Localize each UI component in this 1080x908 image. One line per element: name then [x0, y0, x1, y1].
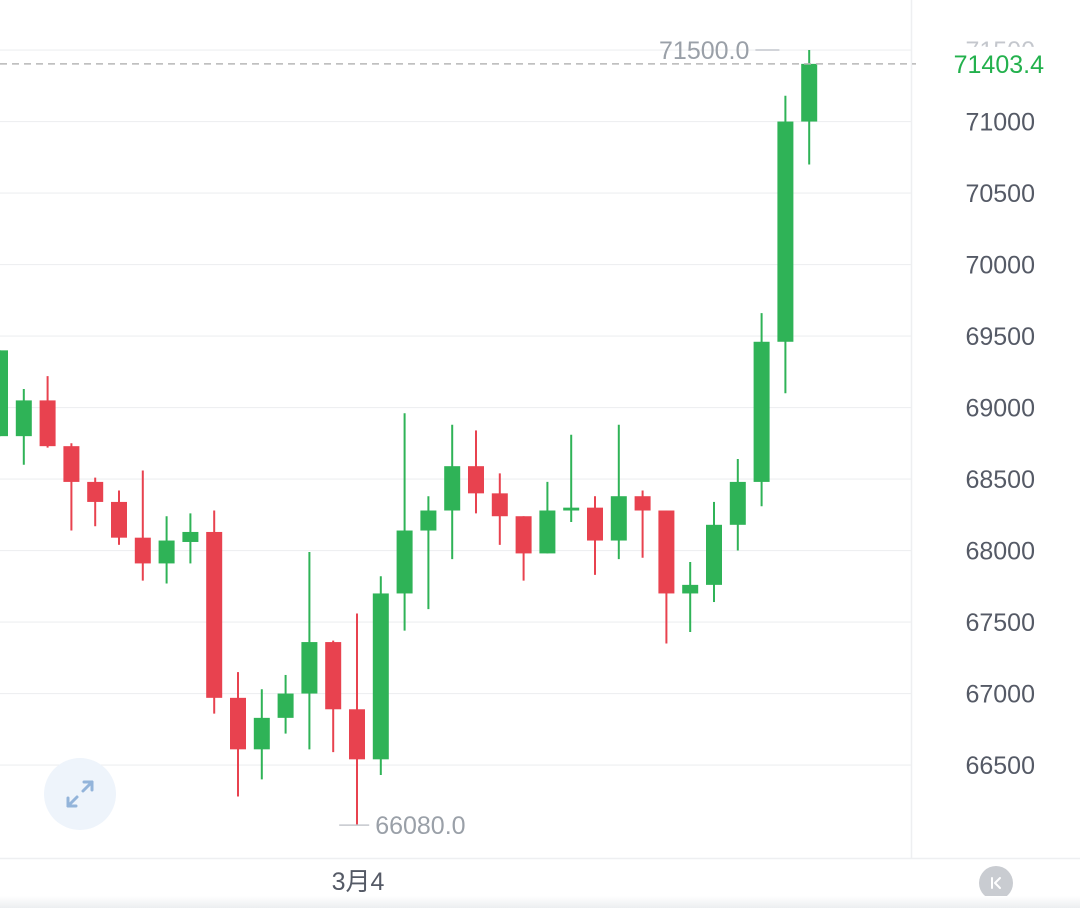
candle[interactable] [706, 501, 722, 603]
candle[interactable] [682, 561, 699, 633]
candle[interactable] [801, 50, 818, 165]
expand-icon [66, 780, 94, 808]
y-tick-label: 70000 [965, 252, 1035, 280]
y-tick-label: 69000 [965, 395, 1035, 423]
y-tick-label: 67500 [965, 609, 1035, 637]
high-marker: 71500.0 [659, 37, 780, 65]
candle[interactable] [39, 376, 56, 448]
y-tick-label: 68500 [965, 466, 1035, 494]
candle-body [634, 496, 651, 511]
last-price-label: 71403.4 [954, 51, 1044, 79]
candle-body [277, 693, 294, 718]
candle-body [325, 642, 342, 710]
candle-body [158, 540, 175, 564]
candle-body [777, 121, 794, 342]
candle[interactable] [729, 459, 746, 551]
bottom-edge [0, 896, 1080, 908]
candle[interactable] [277, 674, 294, 734]
candle[interactable] [396, 413, 413, 631]
candle-body [658, 510, 675, 594]
expand-chart-button[interactable] [44, 758, 116, 830]
candle-body [753, 341, 770, 482]
candle[interactable] [515, 516, 532, 581]
y-tick-label: 70500 [965, 180, 1035, 208]
last-price-label-bg [916, 46, 1080, 81]
candle[interactable] [563, 434, 580, 522]
scroll-to-latest-button[interactable] [979, 866, 1013, 900]
candle[interactable] [182, 513, 199, 564]
candle-body [420, 510, 437, 531]
candle-body [111, 501, 127, 538]
candle[interactable] [610, 424, 627, 560]
candle-body [372, 593, 389, 760]
candle[interactable] [111, 490, 127, 545]
scroll-to-latest-icon [991, 877, 1001, 889]
x-axis-labels: 3月4 [332, 868, 385, 896]
candle[interactable] [87, 477, 104, 527]
candle-body [444, 466, 461, 511]
y-tick-label: 69500 [965, 323, 1035, 351]
grid-lines [0, 49, 911, 766]
candle-body [206, 531, 223, 698]
low-marker: 66080.0 [339, 812, 466, 840]
candle-body [468, 466, 484, 494]
candle[interactable] [134, 470, 151, 581]
candle-body [539, 510, 556, 554]
candle-body [0, 350, 8, 437]
candle-body [15, 400, 32, 437]
candle[interactable] [658, 510, 675, 644]
candle[interactable] [325, 640, 342, 753]
y-tick-label: 68000 [965, 538, 1035, 566]
candle[interactable] [491, 473, 508, 545]
candle[interactable] [372, 576, 389, 776]
candle-body [230, 697, 246, 750]
candle-body [301, 642, 318, 694]
candle[interactable] [349, 613, 365, 826]
high-marker-label: 71500.0 [659, 37, 749, 65]
candle-body [349, 709, 365, 760]
candle[interactable] [634, 490, 651, 558]
low-marker-label: 66080.0 [375, 812, 465, 840]
candle[interactable] [230, 672, 246, 797]
candle[interactable] [587, 496, 603, 575]
candle-body [563, 507, 580, 511]
candle-body [182, 531, 199, 542]
candle-body [134, 537, 151, 564]
y-axis-labels: 7150071000705007000069500690006850068000… [965, 37, 1035, 780]
candle-body [87, 481, 104, 502]
candle[interactable] [753, 313, 770, 507]
candle-body [491, 493, 508, 517]
candle[interactable] [63, 443, 80, 531]
candle-body [706, 524, 722, 585]
candle-body [396, 530, 413, 594]
candle[interactable] [15, 388, 32, 465]
candle-body [39, 400, 56, 447]
y-tick-label: 71000 [965, 109, 1035, 137]
candle-body [729, 481, 746, 525]
candle-body [682, 584, 699, 594]
candle-body [515, 516, 532, 554]
candle[interactable] [301, 551, 318, 750]
candle[interactable] [777, 95, 794, 394]
candle[interactable] [253, 689, 270, 780]
candle-body [610, 496, 627, 541]
candle-body [253, 717, 270, 750]
candle[interactable] [158, 516, 175, 584]
y-tick-label: 67000 [965, 681, 1035, 709]
candle[interactable] [444, 424, 461, 560]
candle[interactable] [206, 510, 223, 714]
candle[interactable] [468, 430, 484, 514]
candle-body [801, 63, 818, 122]
x-tick-label: 3月4 [332, 868, 385, 896]
candle[interactable] [420, 496, 437, 610]
candle[interactable] [0, 350, 8, 437]
candle[interactable] [539, 481, 556, 554]
candle-body [63, 446, 80, 482]
candles[interactable] [0, 50, 818, 826]
candle-body [587, 507, 603, 541]
y-tick-label: 66500 [965, 752, 1035, 780]
